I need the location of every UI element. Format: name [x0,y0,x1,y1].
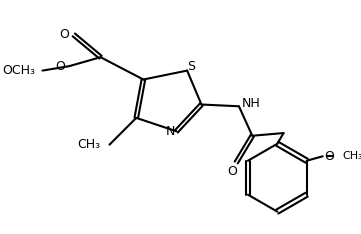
Text: CH₃: CH₃ [78,138,101,151]
Text: NH: NH [242,97,260,110]
Text: S: S [188,60,196,73]
Text: OCH₃: OCH₃ [3,64,35,77]
Text: O: O [227,165,237,178]
Text: O: O [325,150,334,163]
Text: N: N [165,125,175,138]
Text: O: O [55,60,65,73]
Text: O: O [60,28,69,41]
Text: CH₃: CH₃ [342,151,361,161]
